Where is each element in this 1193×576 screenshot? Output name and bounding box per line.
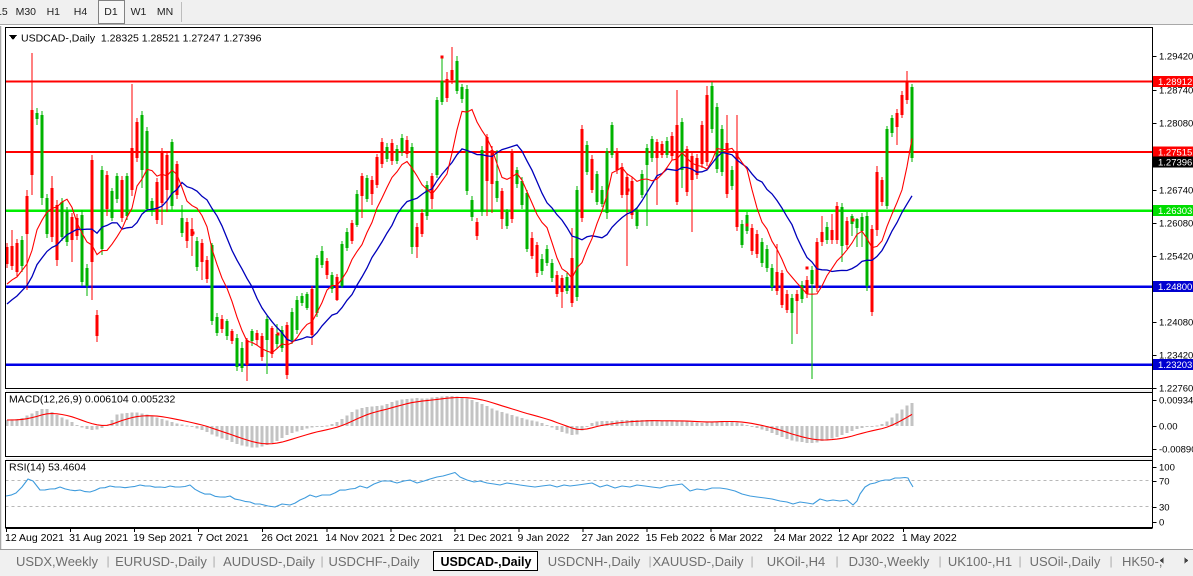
svg-text:12 Aug 2021: 12 Aug 2021 xyxy=(5,532,64,544)
svg-text:MN: MN xyxy=(157,6,173,18)
svg-text:1.23420: 1.23420 xyxy=(1159,351,1193,362)
svg-text:1.29420: 1.29420 xyxy=(1159,52,1193,63)
svg-text:XAUUSD-,Daily: XAUUSD-,Daily xyxy=(652,554,744,569)
svg-text:1.27515: 1.27515 xyxy=(1158,148,1192,159)
svg-text:|: | xyxy=(320,554,323,568)
svg-text:UK100-,H1: UK100-,H1 xyxy=(948,554,1012,569)
svg-text:HK50-,: HK50-, xyxy=(1122,554,1162,569)
svg-text:12 Apr 2022: 12 Apr 2022 xyxy=(838,532,895,544)
svg-text:24 Mar 2022: 24 Mar 2022 xyxy=(774,532,833,544)
svg-text:-0.00890: -0.00890 xyxy=(1159,445,1193,456)
svg-text:31 Aug 2021: 31 Aug 2021 xyxy=(69,532,128,544)
svg-text:7 Oct 2021: 7 Oct 2021 xyxy=(197,532,249,544)
svg-text:USDCNH-,Daily: USDCNH-,Daily xyxy=(548,554,641,569)
svg-text:D1: D1 xyxy=(104,6,118,18)
svg-text:0: 0 xyxy=(1159,518,1164,529)
svg-text:|: | xyxy=(1109,554,1112,568)
svg-text:100: 100 xyxy=(1159,463,1175,474)
svg-text:1 May 2022: 1 May 2022 xyxy=(902,532,957,544)
svg-text:15 Feb 2022: 15 Feb 2022 xyxy=(646,532,705,544)
svg-text:M30: M30 xyxy=(16,6,37,18)
svg-text:1.24080: 1.24080 xyxy=(1159,318,1193,329)
svg-text:1.27396: 1.27396 xyxy=(1158,158,1192,169)
svg-text:14 Nov 2021: 14 Nov 2021 xyxy=(325,532,385,544)
svg-text:|: | xyxy=(1018,554,1021,568)
svg-text:H4: H4 xyxy=(74,6,88,18)
svg-text:26 Oct 2021: 26 Oct 2021 xyxy=(261,532,318,544)
svg-text:USOil-,Daily: USOil-,Daily xyxy=(1030,554,1101,569)
svg-text:RSI(14) 53.4604: RSI(14) 53.4604 xyxy=(9,462,86,474)
svg-text:9 Jan 2022: 9 Jan 2022 xyxy=(518,532,570,544)
svg-text:MACD(12,26,9) 0.006104 0.00523: MACD(12,26,9) 0.006104 0.005232 xyxy=(9,394,176,406)
svg-text:USDX,Weekly: USDX,Weekly xyxy=(16,554,99,569)
svg-text:0.009345: 0.009345 xyxy=(1159,396,1193,407)
svg-text:19 Sep 2021: 19 Sep 2021 xyxy=(133,532,193,544)
svg-text:USDCHF-,Daily: USDCHF-,Daily xyxy=(329,554,421,569)
svg-text:USDCAD-,Daily 1.28325 1.28521: USDCAD-,Daily 1.28325 1.28521 1.27247 1.… xyxy=(21,33,262,45)
svg-text:1.28912: 1.28912 xyxy=(1158,77,1192,88)
svg-text:1.25420: 1.25420 xyxy=(1159,252,1193,263)
svg-text:2 Dec 2021: 2 Dec 2021 xyxy=(389,532,443,544)
svg-text:USDCAD-,Daily: USDCAD-,Daily xyxy=(441,555,532,569)
svg-text:|: | xyxy=(212,554,215,568)
svg-text:1.26303: 1.26303 xyxy=(1158,206,1192,217)
svg-text:1.23203: 1.23203 xyxy=(1158,360,1192,371)
svg-text:UKOil-,H4: UKOil-,H4 xyxy=(767,554,826,569)
svg-text:1.26080: 1.26080 xyxy=(1159,219,1193,230)
svg-text:1.22760: 1.22760 xyxy=(1159,384,1193,395)
svg-text:W1: W1 xyxy=(131,6,147,18)
svg-text:|: | xyxy=(750,554,753,568)
svg-text:EURUSD-,Daily: EURUSD-,Daily xyxy=(115,554,207,569)
svg-text:AUDUSD-,Daily: AUDUSD-,Daily xyxy=(223,554,315,569)
svg-text:H1: H1 xyxy=(47,6,61,18)
svg-text:|: | xyxy=(938,554,941,568)
svg-text:1.26740: 1.26740 xyxy=(1159,186,1193,197)
svg-text:0.00: 0.00 xyxy=(1159,422,1178,433)
svg-text:|: | xyxy=(648,554,651,568)
svg-text:|: | xyxy=(106,554,109,568)
svg-text:70: 70 xyxy=(1159,477,1170,488)
svg-text:27 Jan 2022: 27 Jan 2022 xyxy=(582,532,640,544)
svg-text:6 Mar 2022: 6 Mar 2022 xyxy=(710,532,763,544)
svg-text:1.28080: 1.28080 xyxy=(1159,119,1193,130)
svg-text:15: 15 xyxy=(0,6,8,18)
svg-text:|: | xyxy=(835,554,838,568)
svg-text:21 Dec 2021: 21 Dec 2021 xyxy=(453,532,513,544)
svg-text:30: 30 xyxy=(1159,503,1170,514)
svg-text:1.28740: 1.28740 xyxy=(1159,86,1193,97)
svg-text:DJ30-,Weekly: DJ30-,Weekly xyxy=(849,554,930,569)
svg-text:1.24800: 1.24800 xyxy=(1158,282,1192,293)
